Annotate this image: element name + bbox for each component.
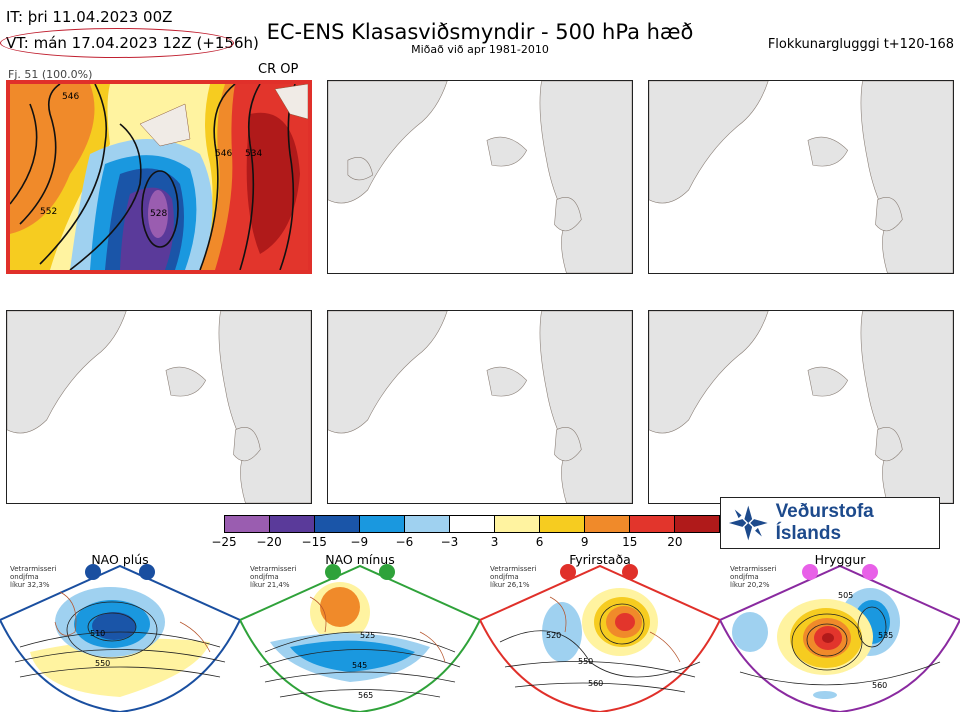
colorbar-swatch xyxy=(584,516,629,532)
regime-nao-plus[interactable]: 510 550 NAO plús Vetrarmisseri ondjfma l… xyxy=(0,552,240,712)
contour-label: 550 xyxy=(95,659,110,668)
regime-map: 525 545 565 xyxy=(240,564,480,712)
regime-info: Vetrarmisseri ondjfma líkur 26,1% xyxy=(490,565,537,589)
colorbar-swatch xyxy=(449,516,494,532)
regime-nao-minus[interactable]: 525 545 565 NAO mínus Vetrarmisseri ondj… xyxy=(240,552,480,712)
coastline-map xyxy=(649,311,953,503)
contour-label: 552 xyxy=(40,207,57,217)
page-title: EC-ENS Klasasviðsmyndir - 500 hPa hæð xyxy=(266,20,694,44)
contour-label: 565 xyxy=(358,691,373,700)
coastline-map xyxy=(328,311,632,503)
regime-info: Vetrarmisseri ondjfma líkur 20,2% xyxy=(730,565,777,589)
contour-label: 520 xyxy=(546,631,561,640)
colorbar-tick-label: 6 xyxy=(535,535,544,549)
colorbar-tick-label: 3 xyxy=(490,535,499,549)
logo-text: Veðurstofa Íslands xyxy=(775,501,874,544)
contour-label: 560 xyxy=(872,681,887,690)
anomaly-map: 546 528 546 534 552 xyxy=(10,84,308,270)
snowflake-cross-logo-icon xyxy=(728,505,768,541)
regime-ridge[interactable]: 505 535 560 Hryggur Vetrarmisseri ondjfm… xyxy=(720,552,960,712)
colorbar xyxy=(224,515,720,533)
contour-label: 528 xyxy=(150,209,167,219)
colorbar-tick-label: −25 xyxy=(211,535,237,549)
coastline-map xyxy=(7,311,311,503)
regime-name: NAO plús xyxy=(91,552,149,567)
colorbar-tick-label: 9 xyxy=(580,535,589,549)
init-time: IT: þri 11.04.2023 00Z xyxy=(6,8,173,26)
regime-map: 520 550 560 xyxy=(480,564,720,712)
regime-map: 510 550 xyxy=(0,564,240,712)
colorbar-swatch xyxy=(314,516,359,532)
map-panel[interactable] xyxy=(327,310,633,504)
colorbar-swatch xyxy=(494,516,539,532)
map-panel[interactable] xyxy=(648,310,954,504)
colorbar-tick-label: −6 xyxy=(395,535,414,549)
regime-info: Vetrarmisseri ondjfma líkur 32,3% xyxy=(10,565,57,589)
contour-label: 510 xyxy=(90,629,105,638)
regime-name: Fyrirstaða xyxy=(569,552,631,567)
regime-label: CR OP xyxy=(258,62,299,77)
colorbar-swatch xyxy=(674,516,719,532)
valid-time-highlight xyxy=(0,28,234,58)
member-count: Fj. 51 (100.0%) xyxy=(8,68,93,81)
colorbar-swatch xyxy=(359,516,404,532)
regime-name: Hryggur xyxy=(814,552,866,567)
colorbar-tick-label: 15 xyxy=(622,535,638,549)
map-panel[interactable] xyxy=(6,310,312,504)
contour-label: 545 xyxy=(352,661,367,670)
colorbar-swatch xyxy=(269,516,314,532)
contour-label: 546 xyxy=(215,149,232,159)
vedurstofa-logo[interactable]: Veðurstofa Íslands xyxy=(720,497,940,549)
contour-label: 505 xyxy=(838,591,853,600)
map-panel[interactable] xyxy=(327,80,633,274)
colorbar-swatch xyxy=(539,516,584,532)
colorbar-swatch xyxy=(404,516,449,532)
contour-label: 525 xyxy=(360,631,375,640)
map-panel[interactable] xyxy=(648,80,954,274)
contour-label: 546 xyxy=(62,92,79,102)
colorbar-tick-label: −15 xyxy=(301,535,327,549)
page-subtitle: Miðað við apr 1981-2010 xyxy=(411,43,549,56)
contour-label: 560 xyxy=(588,679,603,688)
regime-info: Vetrarmisseri ondjfma líkur 21,4% xyxy=(250,565,297,589)
colorbar-swatch xyxy=(225,516,269,532)
regime-map: 505 535 560 xyxy=(720,564,960,712)
regime-name: NAO mínus xyxy=(325,552,395,567)
colorbar-tick-label: −9 xyxy=(350,535,369,549)
contour-label: 535 xyxy=(878,631,893,640)
contour-label: 534 xyxy=(245,149,262,159)
contour-label: 550 xyxy=(578,657,593,666)
coastline-map xyxy=(328,81,632,273)
map-panel-selected[interactable]: 546 528 546 534 552 xyxy=(6,80,312,274)
classification-window: Flokkunarglugggi t+120-168 xyxy=(767,37,954,52)
regime-blocking[interactable]: 520 550 560 Fyrirstaða Vetrarmisseri ond… xyxy=(480,552,720,712)
colorbar-tick-label: 20 xyxy=(667,535,683,549)
colorbar-tick-label: −3 xyxy=(440,535,459,549)
colorbar-swatch xyxy=(629,516,674,532)
colorbar-tick-label: −20 xyxy=(256,535,282,549)
coastline-map xyxy=(649,81,953,273)
